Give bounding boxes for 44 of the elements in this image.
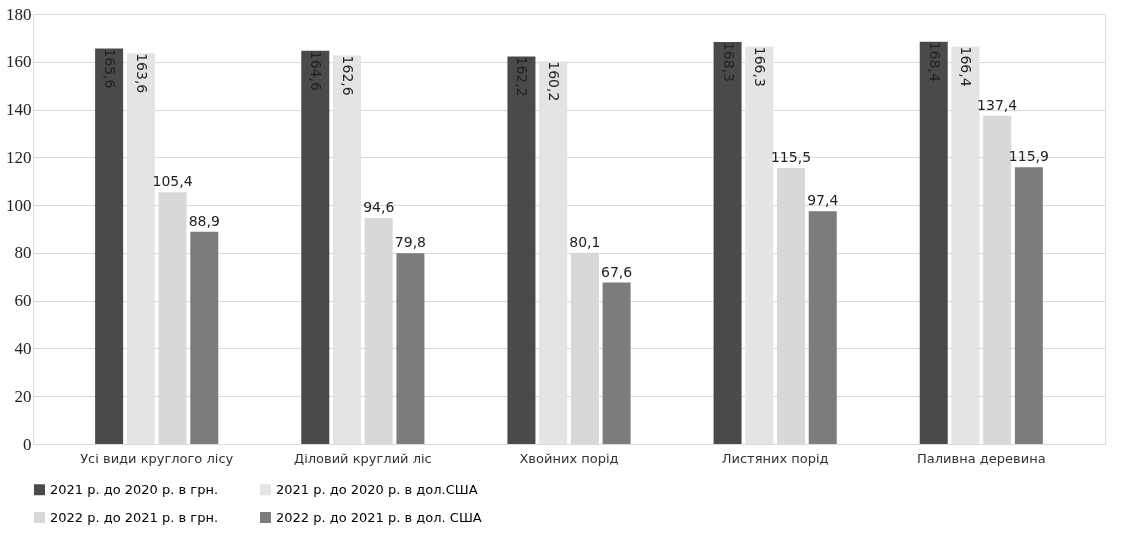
data-label: 162,6 [339,55,356,96]
x-tick-label: Хвойних порід [519,450,619,466]
data-label: 160,2 [546,61,563,102]
y-tick-label: 160 [6,52,32,72]
bar [95,48,124,444]
x-tick-label: Усі види круглого лісу [80,450,234,466]
x-tick-label: Листяних порід [721,450,829,466]
y-tick-label: 100 [6,195,32,215]
data-label: 163,6 [133,53,150,94]
bar [919,41,948,444]
legend-label: 2022 р. до 2021 р. в дол. США [276,509,482,525]
bar [507,56,536,444]
y-tick-label: 0 [23,434,32,454]
data-label: 67,6 [600,263,633,280]
y-tick-label: 80 [14,243,32,263]
data-label: 94,6 [363,199,395,216]
y-tick-label: 180 [6,4,32,24]
data-label: 79,8 [394,234,427,251]
data-label: 97,4 [807,192,839,209]
bar [190,231,219,444]
bar [1014,167,1043,444]
data-label: 88,9 [188,212,220,229]
data-label: 137,4 [977,96,1018,113]
legend-label: 2021 р. до 2020 р. в дол.США [276,481,478,497]
data-label: 166,4 [958,46,975,87]
bar [301,50,330,444]
data-label: 115,9 [1008,148,1049,165]
x-tick-label: Діловий круглий ліс [293,450,432,466]
y-tick-label: 120 [6,147,32,167]
bar [808,211,837,444]
y-tick-label: 60 [14,291,32,311]
data-label: 80,1 [569,233,601,250]
data-label: 105,4 [152,173,193,190]
bar [602,282,631,444]
bar [713,41,742,444]
y-tick-label: 40 [14,338,32,358]
data-label: 166,3 [752,46,769,87]
legend-label: 2022 р. до 2021 р. в грн. [50,509,219,525]
y-tick-label: 20 [14,386,32,406]
legend-label: 2021 р. до 2020 р. в грн. [50,481,219,497]
data-label: 115,5 [770,149,812,166]
x-tick-label: Паливна деревина [917,450,1046,466]
y-tick-label: 140 [6,100,32,120]
bar [396,253,425,444]
